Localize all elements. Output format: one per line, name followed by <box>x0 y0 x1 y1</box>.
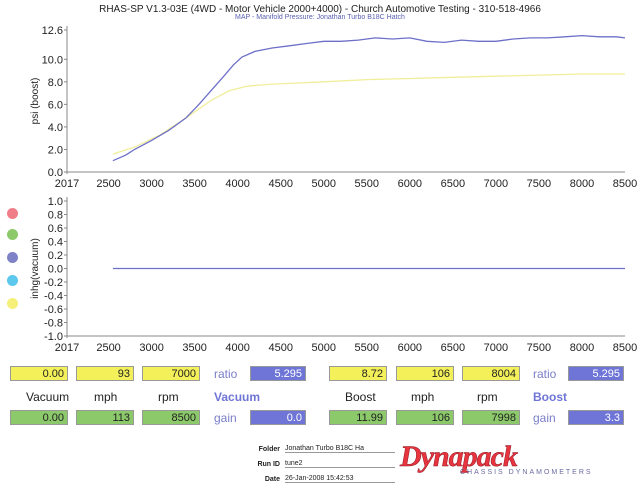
ratio-value-1: 5.295 <box>250 366 306 381</box>
y-tick-label: 0.8 <box>48 210 63 222</box>
header-mph: mph <box>94 390 118 404</box>
y-tick-label: 0.0 <box>48 264 63 276</box>
y-tick-label: -1.0 <box>44 331 63 343</box>
gain-label-2: gain <box>533 411 556 425</box>
y-axis-label: psi (boost) <box>30 78 41 125</box>
legend-dot <box>7 298 18 309</box>
legend-dot <box>7 252 18 263</box>
logo-tagline: CHASSIS DYNAMOMETERS <box>460 469 593 476</box>
x-tick-label: 2500 <box>96 342 120 354</box>
ratio-value-2: 5.295 <box>568 366 624 381</box>
header-boost: Boost <box>345 390 376 404</box>
x-tick-label: 5500 <box>355 178 379 190</box>
readout-mph-3: 113 <box>76 410 134 425</box>
date-label: Date <box>264 476 280 483</box>
y-tick-label: 0.0 <box>48 167 63 179</box>
y-tick-label: -0.8 <box>44 318 63 330</box>
header-mph-2: mph <box>411 390 435 404</box>
readout-boost-2: 8.72 <box>329 366 387 381</box>
x-tick-label: 4000 <box>225 342 249 354</box>
x-tick-label: 2017 <box>55 342 79 354</box>
header-rpm: rpm <box>158 390 179 404</box>
x-tick-label: 3500 <box>182 342 206 354</box>
readout-mph-1: 93 <box>76 366 134 381</box>
readout-rpm-2: 8004 <box>462 366 520 381</box>
x-tick-label: 2017 <box>55 178 79 190</box>
date-value: 26-Jan-2008 15:42:53 <box>285 475 395 483</box>
y-tick-label: -0.4 <box>44 291 63 303</box>
x-tick-label: 7500 <box>527 342 551 354</box>
gain-value-1: 0.0 <box>250 410 306 425</box>
header-rpm-2: rpm <box>477 390 498 404</box>
readout-rpm-3: 8500 <box>142 410 200 425</box>
ratio-label-1: ratio <box>214 367 238 381</box>
header-boost-bold: Boost <box>533 390 567 404</box>
x-tick-label: 8500 <box>613 178 637 190</box>
y-tick-label: 12.6 <box>42 25 63 37</box>
run-id-label: Run ID <box>257 461 280 468</box>
readout-rpm-4: 7998 <box>462 410 520 425</box>
x-tick-label: 3000 <box>139 342 163 354</box>
x-tick-label: 5000 <box>312 342 336 354</box>
folder-value: Jonathan Turbo B18C Ha <box>285 445 395 453</box>
y-tick-label: 0.4 <box>48 237 63 249</box>
readout-vacuum-3: 0.00 <box>10 410 68 425</box>
header-vacuum-bold: Vacuum <box>214 390 261 404</box>
x-tick-label: 5000 <box>312 178 336 190</box>
gain-label-1: gain <box>214 411 237 425</box>
y-tick-label: 0.6 <box>48 223 63 235</box>
legend-dot <box>7 229 18 240</box>
gain-value-2: 3.3 <box>568 410 624 425</box>
x-tick-label: 4500 <box>268 342 292 354</box>
readout-mph-2: 106 <box>396 366 454 381</box>
series-line <box>112 34 626 162</box>
ratio-label-2: ratio <box>533 367 557 381</box>
page-title: RHAS-SP V1.3-03E (4WD - Motor Vehicle 20… <box>99 4 541 15</box>
x-tick-label: 3000 <box>139 178 163 190</box>
x-tick-label: 3500 <box>182 178 206 190</box>
run-id-value: tune2 <box>285 460 395 468</box>
x-tick-label: 4000 <box>225 178 249 190</box>
dynapack-logo: Dynapack CHASSIS DYNAMOMETERS <box>400 440 625 485</box>
readout-mph-4: 106 <box>396 410 454 425</box>
y-axis-label: inhg(vacuum) <box>30 238 41 299</box>
x-tick-label: 5500 <box>355 342 379 354</box>
x-tick-label: 8500 <box>613 342 637 354</box>
x-tick-label: 6000 <box>398 178 422 190</box>
vacuum-chart: 1.0 0.80.6 0.40.2 0.0-0.2 -0.4-0.6 -0.8-1.020… <box>30 196 637 354</box>
x-tick-label: 7000 <box>484 178 508 190</box>
folder-label: Folder <box>258 446 280 453</box>
readout-boost-4: 11.99 <box>329 410 387 425</box>
page-subtitle: MAP - Manifold Pressure: Jonathan Turbo … <box>235 14 405 21</box>
x-tick-label: 7500 <box>527 178 551 190</box>
header-vacuum: Vacuum <box>26 390 70 404</box>
x-tick-label: 6500 <box>441 342 465 354</box>
x-tick-label: 6500 <box>441 178 465 190</box>
x-tick-label: 8000 <box>570 342 594 354</box>
y-tick-label: -0.2 <box>44 277 63 289</box>
y-tick-label: 4.0 <box>48 122 63 134</box>
logo-wordmark: Dynapack <box>400 440 518 474</box>
y-tick-label: 0.2 <box>48 250 63 262</box>
x-tick-label: 7000 <box>484 342 508 354</box>
y-tick-label: 1.0 <box>48 196 63 208</box>
y-tick-label: 6.0 <box>48 99 63 111</box>
legend-dot <box>7 208 18 219</box>
y-tick-label: -0.6 <box>44 304 63 316</box>
legend-dot <box>7 275 18 286</box>
readout-vacuum-1: 0.00 <box>10 366 68 381</box>
x-tick-label: 8000 <box>570 178 594 190</box>
y-tick-label: 2.0 <box>48 144 63 156</box>
x-tick-label: 2500 <box>96 178 120 190</box>
x-tick-label: 6000 <box>398 342 422 354</box>
readout-rpm-1: 7000 <box>142 366 200 381</box>
y-tick-label: 8.0 <box>48 77 63 89</box>
y-tick-label: 10.0 <box>42 54 63 66</box>
x-tick-label: 4500 <box>268 178 292 190</box>
